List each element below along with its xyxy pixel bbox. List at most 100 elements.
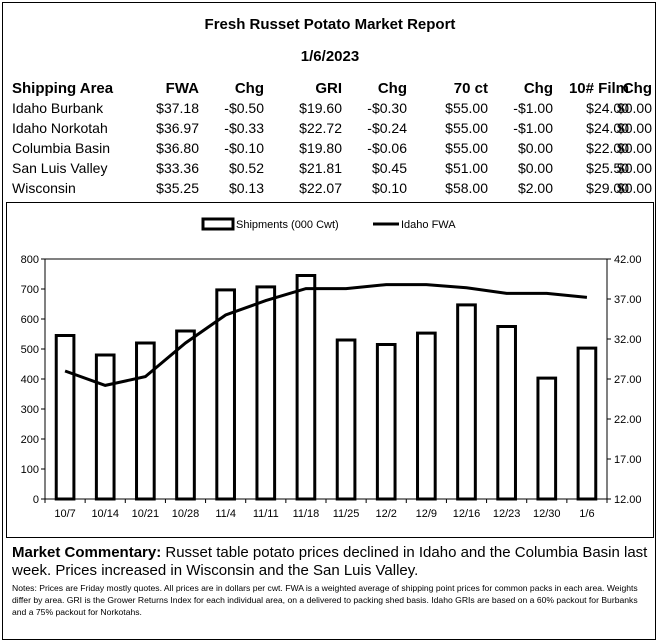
price-cell: -$0.50 xyxy=(224,100,264,116)
table-row: Wisconsin $35.25 $0.13 $22.07 $0.10 $58.00 $2.… xyxy=(12,180,652,200)
left-axis-tick-label: 300 xyxy=(21,404,39,416)
x-axis-tick-label: 12/9 xyxy=(416,508,437,520)
shipment-bar xyxy=(416,331,437,501)
price-cell: $35.25 xyxy=(156,180,199,196)
price-cell: $51.00 xyxy=(445,160,488,176)
footnotes: Notes: Prices are Friday mostly quotes. … xyxy=(12,583,638,617)
legend-shipments-label: Shipments (000 Cwt) xyxy=(236,219,339,231)
price-cell: $0.10 xyxy=(371,180,407,196)
x-axis-tick-label: 11/18 xyxy=(293,508,320,520)
table-row: Idaho Norkotah $36.97 -$0.33 $22.72 -$0.24 $5… xyxy=(12,120,652,140)
x-axis-tick-label: 11/25 xyxy=(333,508,360,520)
x-axis-tick-label: 10/7 xyxy=(54,508,75,520)
price-cell: $55.00 xyxy=(445,140,488,156)
price-cell: $0.52 xyxy=(228,160,264,176)
price-cell: $19.60 xyxy=(299,100,342,116)
x-axis-tick-label: 12/23 xyxy=(493,508,521,520)
price-cell: $55.00 xyxy=(445,120,488,136)
shipment-bar xyxy=(335,338,357,501)
price-cell: -$0.33 xyxy=(224,120,264,136)
x-axis-tick-label: 10/14 xyxy=(91,508,119,520)
shipment-bar xyxy=(576,346,598,501)
table-header-cell: Chg xyxy=(234,80,264,97)
price-cell: $24.00 xyxy=(586,120,629,136)
shipment-bar xyxy=(536,376,558,501)
shipping-area-cell: Columbia Basin xyxy=(12,140,111,156)
shipping-area-cell: San Luis Valley xyxy=(12,160,108,176)
shipment-bar xyxy=(456,303,477,501)
x-axis-tick-label: 11/11 xyxy=(253,508,279,520)
table-row: Idaho Burbank $37.18 -$0.50 $19.60 -$0.30 $55… xyxy=(12,100,652,120)
x-axis-tick-label: 10/28 xyxy=(172,508,200,520)
report-date: 1/6/2023 xyxy=(300,48,360,65)
legend-fwa-label: Idaho FWA xyxy=(401,219,456,231)
right-axis-tick-label: 12.00 xyxy=(614,494,642,506)
price-cell: $0.00 xyxy=(616,100,652,116)
shipment-bar xyxy=(255,285,277,501)
legend-bar-swatch xyxy=(201,217,235,231)
price-cell: $36.80 xyxy=(156,140,199,156)
price-cell: $21.81 xyxy=(299,160,342,176)
market-commentary: Market Commentary: Russet table potato p… xyxy=(12,544,652,580)
price-cell: -$0.24 xyxy=(367,120,407,136)
left-axis-tick-label: 600 xyxy=(21,314,39,326)
right-axis-tick-label: 22.00 xyxy=(614,414,642,426)
shipping-area-cell: Wisconsin xyxy=(12,180,76,196)
shipment-bar xyxy=(135,341,156,501)
shipment-bar xyxy=(496,325,517,501)
price-cell: -$1.00 xyxy=(513,120,553,136)
shipment-bar xyxy=(215,288,236,501)
commentary-label: Market Commentary: xyxy=(12,544,162,561)
price-cell: $33.36 xyxy=(156,160,199,176)
price-cell: $29.00 xyxy=(586,180,629,196)
price-cell: $19.80 xyxy=(299,140,342,156)
table-header-cell: 10# Film xyxy=(568,80,629,97)
table-header-cell: Shipping Area xyxy=(12,80,114,97)
commentary-text: Russet table potato prices declined in I… xyxy=(12,544,648,579)
price-cell: -$0.10 xyxy=(224,140,264,156)
price-cell: $24.00 xyxy=(586,100,629,116)
shipment-bar xyxy=(375,343,397,501)
table-header-cell: GRI xyxy=(315,80,342,97)
x-axis-tick-label: 12/16 xyxy=(453,508,481,520)
left-axis-tick-label: 0 xyxy=(33,494,39,506)
price-cell: $58.00 xyxy=(445,180,488,196)
shipments-chart: 0 100 200 300 400 500 600 700 800 12.00 17.00 22.00… xyxy=(21,217,642,520)
shipping-area-cell: Idaho Burbank xyxy=(12,100,104,116)
table-header-cell: Chg xyxy=(377,80,407,97)
table-header-cell: Chg xyxy=(523,80,553,97)
table-header-row: Shipping Area FWA Chg GRI Chg 70 ct Chg 10# Fil… xyxy=(12,80,652,100)
price-cell: $37.18 xyxy=(156,100,199,116)
report-title: Fresh Russet Potato Market Report xyxy=(204,16,456,33)
price-cell: $22.07 xyxy=(299,180,342,196)
idaho-fwa-line xyxy=(64,283,588,387)
shipment-bar xyxy=(295,274,317,501)
table-header-cell: Chg xyxy=(622,80,652,97)
x-axis-tick-label: 11/4 xyxy=(215,508,236,520)
right-axis-tick-label: 17.00 xyxy=(614,454,642,466)
price-cell: $0.00 xyxy=(616,180,652,196)
left-axis-tick-label: 100 xyxy=(21,464,39,476)
left-axis-tick-label: 800 xyxy=(21,254,39,266)
table-header-cell: 70 ct xyxy=(453,80,488,97)
price-cell: $0.00 xyxy=(517,140,553,156)
price-cell: $0.00 xyxy=(517,160,553,176)
price-cell: $2.00 xyxy=(517,180,553,196)
table-row: San Luis Valley $33.36 $0.52 $21.81 $0.45 $51… xyxy=(12,160,652,180)
x-axis-tick-label: 1/6 xyxy=(579,508,594,520)
x-axis-tick-label: 12/2 xyxy=(376,508,397,520)
chart-panel: 0 100 200 300 400 500 600 700 800 12.00 17.00 22.00… xyxy=(6,202,654,538)
price-cell: $36.97 xyxy=(156,120,199,136)
shipment-bar xyxy=(54,334,76,501)
table-row: Columbia Basin $36.80 -$0.10 $19.80 -$0.06 $5… xyxy=(12,140,652,160)
shipment-bar xyxy=(94,353,116,501)
left-axis-tick-label: 400 xyxy=(21,374,39,386)
price-table: Shipping Area FWA Chg GRI Chg 70 ct Chg 10# Fil… xyxy=(12,80,652,200)
price-cell: -$1.00 xyxy=(513,100,553,116)
price-cell: $0.00 xyxy=(616,120,652,136)
shipping-area-cell: Idaho Norkotah xyxy=(12,120,108,136)
price-cell: $22.00 xyxy=(586,140,629,156)
x-axis-tick-label: 10/21 xyxy=(132,508,160,520)
price-cell: $0.13 xyxy=(228,180,264,196)
